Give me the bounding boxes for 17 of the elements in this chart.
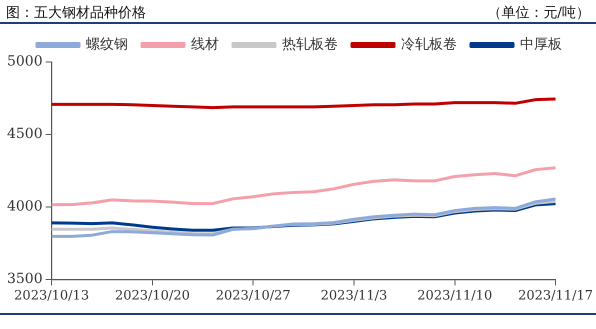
text: （单位：元/吨） <box>487 4 590 22</box>
x-tick-label: 2023/10/20 <box>114 288 190 304</box>
legend-label: 螺纹钢 <box>86 36 128 53</box>
legend-label: 冷轧板卷 <box>401 36 457 53</box>
y-tick-label: 4000 <box>6 198 43 215</box>
y-tick-label: 4500 <box>6 126 43 142</box>
y-tick-label: 5000 <box>6 54 43 70</box>
x-tick-label: 2023/11/17 <box>518 288 594 304</box>
chart-title: 图：五大钢材品种价格 <box>6 4 146 22</box>
legend-label: 线材 <box>191 36 219 53</box>
x-tick-label: 2023/11/3 <box>320 288 388 304</box>
x-tick-label: 2023/10/13 <box>14 288 90 304</box>
y-tick-label: 3500 <box>6 271 43 288</box>
x-tick-label: 2023/11/10 <box>417 288 492 304</box>
legend-label: 中厚板 <box>520 36 562 53</box>
x-tick-label: 2023/10/27 <box>216 288 291 304</box>
legend-label: 热轧板卷 <box>282 36 338 53</box>
